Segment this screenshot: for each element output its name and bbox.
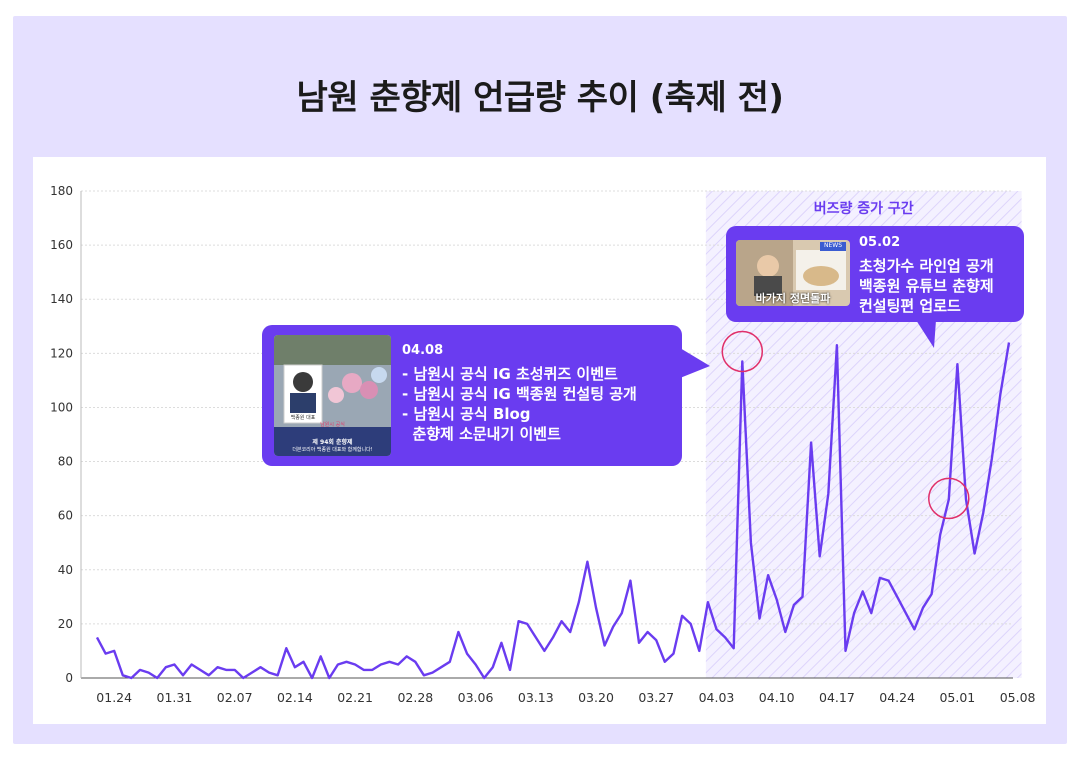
- x-tick-label: 03.27: [638, 690, 674, 705]
- x-tick-label: 04.10: [759, 690, 795, 705]
- x-tick-label: 02.28: [397, 690, 433, 705]
- x-tick-label: 04.17: [819, 690, 855, 705]
- chart-title: 남원 춘향제 언급량 추이 (축제 전): [296, 78, 784, 118]
- callout-may-02: NEWS 바가지 정면돌파 05.02 초청가수 라인업 공개 백종원 유튜브 …: [726, 226, 1024, 322]
- callout-line-1: - 남원시 공식 IG 초성퀴즈 이벤트: [402, 365, 618, 383]
- x-tick-label: 03.06: [458, 690, 494, 705]
- x-tick-label: 02.21: [337, 690, 373, 705]
- y-tick-label: 20: [58, 617, 73, 631]
- y-tick-label: 100: [50, 400, 73, 414]
- y-tick-label: 180: [50, 184, 73, 198]
- y-tick-label: 120: [50, 346, 73, 360]
- y-tick-label: 140: [50, 292, 73, 306]
- thumbnail-caption-2: 더본코리아 백종원 대표와 함께합니다!: [292, 447, 373, 453]
- x-tick-label: 03.20: [578, 690, 614, 705]
- callout-line-2: - 남원시 공식 IG 백종원 컨설팅 공개: [402, 385, 637, 403]
- y-tick-label: 0: [65, 671, 73, 685]
- x-tick-label: 02.14: [277, 690, 313, 705]
- x-tick-label: 05.08: [1000, 690, 1036, 705]
- highlight-zone-label: 버즈량 증가 구간: [814, 200, 914, 217]
- thumbnail-caption-1: 제 94회 춘향제: [312, 439, 353, 446]
- callout-line-2: 백종원 유튜브 춘향제: [859, 277, 994, 295]
- callout-line-3: - 남원시 공식 Blog: [402, 405, 531, 423]
- festival-photo-icon: [274, 335, 391, 456]
- news-badge: NEWS: [823, 242, 843, 249]
- x-tick-label: 03.13: [518, 690, 554, 705]
- x-tick-label: 01.24: [96, 690, 132, 705]
- y-tick-label: 80: [58, 455, 73, 469]
- series-line: [95, 342, 1011, 680]
- y-tick-label: 60: [58, 509, 73, 523]
- y-tick-label: 40: [58, 563, 73, 577]
- thumbnail-caption: 바가지 정면돌파: [755, 292, 831, 305]
- callout-line-1: 초청가수 라인업 공개: [859, 257, 994, 275]
- callout-date: 04.08: [402, 343, 444, 358]
- x-tick-label: 02.07: [217, 690, 253, 705]
- callout-line-4: 춘향제 소문내기 이벤트: [402, 425, 561, 443]
- youtube-thumbnail-icon: [736, 240, 850, 306]
- thumbnail-caption-top: 남원시 공식: [320, 422, 345, 428]
- highlight-marker: [721, 330, 764, 373]
- x-tick-label: 05.01: [939, 690, 975, 705]
- festival-photo-thumbnail: 백종원 대표 남원시 공식 제 94회 춘향제 더본코리아 백종원 대표와 함께…: [274, 335, 391, 456]
- x-tick-label: 04.24: [879, 690, 915, 705]
- callout-line-3: 컨설팅편 업로드: [859, 297, 961, 315]
- youtube-thumbnail: NEWS 바가지 정면돌파: [736, 240, 850, 306]
- x-tick-label: 04.03: [699, 690, 735, 705]
- thumbnail-badge: 백종원 대표: [290, 415, 316, 421]
- x-tick-label: 01.31: [157, 690, 193, 705]
- callout-april-08: 백종원 대표 남원시 공식 제 94회 춘향제 더본코리아 백종원 대표와 함께…: [262, 325, 682, 466]
- y-tick-label: 160: [50, 238, 73, 252]
- highlight-marker: [928, 477, 970, 520]
- callout-date: 05.02: [859, 235, 901, 250]
